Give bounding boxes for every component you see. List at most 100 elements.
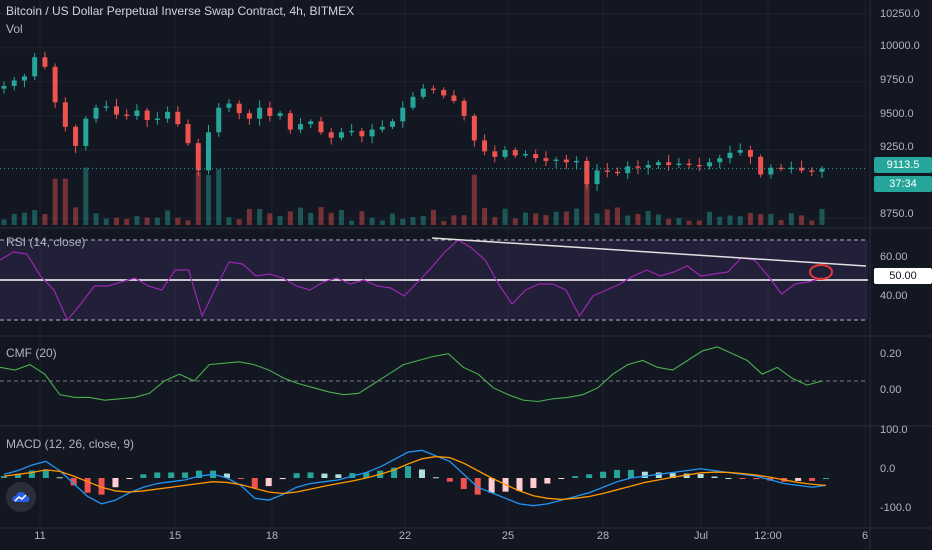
volume-bar — [206, 174, 211, 225]
volume-bar — [768, 213, 774, 225]
candle-body — [533, 154, 539, 159]
candle-body — [584, 160, 590, 185]
volume-bar — [563, 211, 569, 225]
macd-histogram-bar — [154, 472, 161, 478]
candle-body — [788, 167, 794, 170]
candle-body — [124, 114, 130, 116]
macd-histogram-bar — [223, 473, 230, 478]
signal-line — [3, 455, 827, 501]
candle-body — [819, 168, 825, 172]
volume-bar — [216, 169, 222, 225]
volume-bar — [113, 217, 119, 225]
volume-bar — [533, 213, 539, 225]
volume-bar — [594, 213, 600, 225]
candle-body — [768, 167, 774, 175]
macd-histogram-bar — [98, 478, 105, 495]
volume-bar — [604, 209, 610, 225]
candles — [1, 51, 825, 192]
candle-body — [420, 88, 426, 97]
volume-bar — [308, 212, 314, 225]
candle-body — [359, 130, 365, 137]
candle-body — [287, 113, 293, 130]
x-tick: 25 — [501, 530, 515, 542]
macd-histogram-bar — [572, 476, 579, 478]
macd-histogram-bar — [739, 478, 746, 479]
volume-bar — [451, 215, 457, 225]
x-tick: 15 — [168, 530, 182, 542]
macd-histogram-bar — [516, 478, 523, 491]
macd-histogram-bar — [28, 470, 35, 478]
volume-bar — [246, 208, 252, 225]
volume-bar — [1, 219, 7, 225]
candle-body — [441, 90, 447, 96]
volume-bar — [73, 207, 79, 225]
volume-bar — [799, 215, 805, 225]
macd-histogram-bar — [140, 474, 147, 478]
volume-bar — [277, 215, 283, 225]
candle-body — [195, 143, 201, 171]
volume-bar — [522, 212, 528, 225]
candle-body — [1, 85, 7, 89]
macd-histogram-bar — [460, 478, 467, 490]
volume-bar — [185, 220, 191, 225]
candle-body — [410, 96, 416, 108]
candle-body — [308, 121, 314, 125]
macd-histogram-bar — [14, 474, 21, 478]
candle-countdown: 37:34 — [874, 176, 932, 192]
volume-label: Vol — [6, 22, 23, 36]
volume-bar — [21, 212, 27, 225]
candle-body — [809, 170, 815, 172]
candle-body — [42, 57, 48, 67]
volume-bar — [707, 211, 713, 225]
macd-histogram-bar — [112, 478, 119, 488]
volume-bar — [461, 215, 467, 225]
macd-histogram-bar — [126, 478, 133, 479]
candle-body — [666, 162, 672, 165]
volume-bar — [819, 209, 825, 225]
macd-histogram-bar — [279, 478, 286, 480]
volume-bar — [666, 218, 672, 225]
candle-body — [482, 140, 488, 152]
candle-body — [298, 124, 304, 130]
price-tick: 9750.0 — [880, 74, 914, 86]
volume-bar — [93, 213, 99, 225]
candle-body — [543, 158, 549, 161]
macd-histogram-bar — [530, 478, 537, 488]
candle-body — [103, 106, 109, 108]
candle-body — [379, 126, 385, 130]
volume-bar — [318, 207, 324, 225]
grid — [0, 0, 868, 528]
volume-bar — [553, 211, 559, 225]
candle-body — [21, 76, 27, 81]
macd-histogram-bar — [823, 478, 829, 479]
candle-body — [492, 151, 498, 157]
candle-body — [461, 100, 467, 116]
volume-bar — [512, 218, 518, 225]
macd-histogram-bar — [697, 473, 704, 478]
candle-body — [62, 102, 68, 127]
candle-body — [522, 154, 528, 156]
candle-body — [471, 115, 477, 141]
macd-pane — [1, 449, 829, 507]
candle-body — [799, 167, 805, 171]
volume-bars — [1, 167, 825, 225]
candle-body — [328, 132, 334, 138]
candle-body — [451, 95, 457, 101]
candle-body — [430, 88, 436, 90]
candle-body — [512, 150, 518, 156]
cloud-icon — [12, 492, 30, 502]
candle-body — [338, 132, 344, 138]
macd-histogram-bar — [335, 474, 342, 478]
cmf-tick: 0.00 — [880, 384, 902, 396]
volume-bar — [471, 174, 477, 225]
rsi-line — [0, 239, 823, 322]
candle-body — [778, 167, 784, 170]
candle-body — [553, 159, 559, 161]
volume-bar — [195, 171, 201, 225]
candle-body — [635, 166, 641, 168]
tradingview-cloud-icon[interactable] — [6, 482, 36, 512]
candle-body — [318, 121, 324, 133]
macd-histogram-bar — [237, 478, 244, 479]
